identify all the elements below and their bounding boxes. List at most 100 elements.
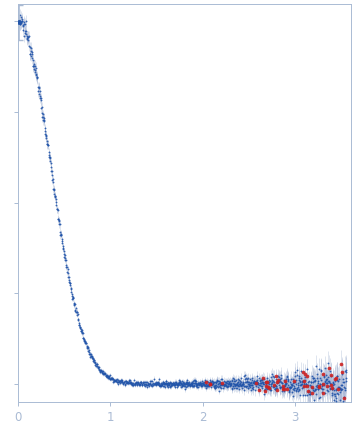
Point xyxy=(250,379,256,386)
Point xyxy=(311,375,316,382)
Point xyxy=(21,18,26,25)
Point xyxy=(212,378,218,385)
Point xyxy=(324,379,330,386)
Point xyxy=(135,378,141,385)
Point xyxy=(313,383,319,390)
Point xyxy=(62,248,67,255)
Point xyxy=(26,33,32,40)
Point xyxy=(231,379,236,386)
Point xyxy=(289,381,295,388)
Point xyxy=(107,375,113,382)
Point xyxy=(234,381,240,388)
Point xyxy=(151,380,156,387)
Point xyxy=(190,382,196,389)
Point xyxy=(49,168,54,175)
Point xyxy=(237,382,242,388)
Point xyxy=(76,321,82,328)
Point xyxy=(267,378,273,385)
Point xyxy=(335,386,340,393)
Point xyxy=(286,387,292,394)
Point xyxy=(163,380,168,387)
Point xyxy=(293,387,299,394)
Point xyxy=(155,378,160,385)
Point xyxy=(147,380,153,387)
Point xyxy=(78,328,84,335)
Point xyxy=(257,379,263,386)
Point xyxy=(123,380,129,387)
Point xyxy=(304,381,309,388)
Point xyxy=(155,380,161,387)
Point xyxy=(220,385,226,392)
Point xyxy=(139,382,145,388)
Point xyxy=(69,292,74,299)
Point xyxy=(129,378,134,385)
Point xyxy=(292,379,297,386)
Point xyxy=(183,378,189,385)
Point xyxy=(321,373,327,380)
Point xyxy=(126,378,132,385)
Point xyxy=(102,371,108,378)
Point xyxy=(319,385,325,392)
Point xyxy=(59,237,65,244)
Point xyxy=(211,383,217,390)
Point xyxy=(323,390,328,397)
Point xyxy=(282,380,287,387)
Point xyxy=(182,380,188,387)
Point xyxy=(167,378,173,385)
Point xyxy=(292,372,298,379)
Point xyxy=(334,390,340,397)
Point xyxy=(224,383,229,390)
Point xyxy=(201,382,207,388)
Point xyxy=(154,379,160,386)
Point xyxy=(246,379,252,386)
Point xyxy=(214,382,220,389)
Point xyxy=(112,377,118,384)
Point xyxy=(304,373,310,380)
Point xyxy=(249,376,255,383)
Point xyxy=(192,377,198,384)
Point xyxy=(193,379,198,386)
Point xyxy=(327,379,333,386)
Point xyxy=(250,382,255,388)
Point xyxy=(86,349,92,356)
Point xyxy=(213,384,219,391)
Point xyxy=(47,154,53,161)
Point xyxy=(175,379,181,386)
Point xyxy=(333,374,339,381)
Point xyxy=(222,382,228,388)
Point xyxy=(316,366,321,373)
Point xyxy=(275,373,281,380)
Point xyxy=(246,384,251,391)
Point xyxy=(260,382,265,389)
Point xyxy=(225,378,231,385)
Point xyxy=(118,378,124,385)
Point xyxy=(205,382,211,389)
Point xyxy=(313,363,319,370)
Point xyxy=(136,380,142,387)
Point xyxy=(64,264,70,271)
Point xyxy=(128,381,134,388)
Point xyxy=(265,383,271,390)
Point xyxy=(171,381,177,388)
Point xyxy=(321,381,327,388)
Point xyxy=(268,381,274,388)
Point xyxy=(311,377,317,384)
Point xyxy=(286,386,292,393)
Point xyxy=(237,380,243,387)
Point xyxy=(189,378,195,385)
Point xyxy=(65,266,71,273)
Point xyxy=(339,387,344,394)
Point xyxy=(206,382,212,389)
Point xyxy=(134,381,140,388)
Point xyxy=(126,380,132,387)
Point xyxy=(277,383,283,390)
Point xyxy=(259,378,265,385)
Point xyxy=(184,381,190,388)
Point xyxy=(120,376,125,383)
Point xyxy=(157,382,163,388)
Point xyxy=(162,384,168,391)
Point xyxy=(39,110,45,117)
Point xyxy=(194,383,200,390)
Point xyxy=(170,380,176,387)
Point xyxy=(273,375,279,382)
